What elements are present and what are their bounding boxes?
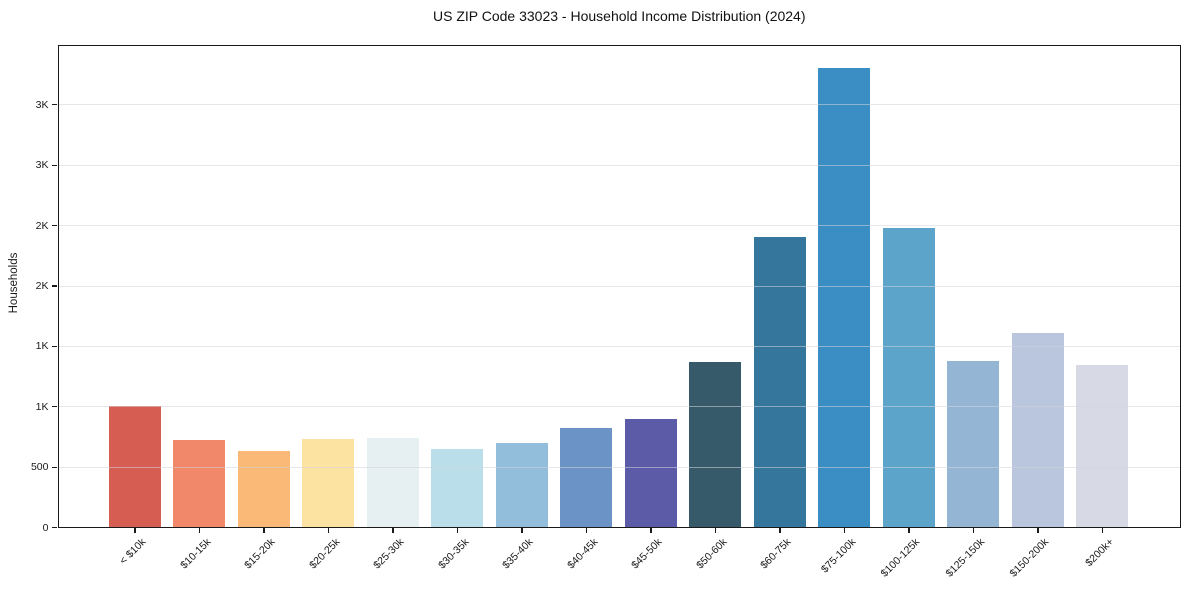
bar [366,437,419,527]
y-tick-label: 0 [42,521,49,534]
x-tick-label: $150-200k [1007,535,1052,580]
x-tick-label: $200k+ [1082,535,1116,569]
y-tick-mark [52,345,57,347]
x-tick-mark [650,527,652,533]
x-tick-mark [521,527,523,533]
x-tick-label: $125-150k [943,535,987,580]
bar [1076,365,1128,527]
x-tick-label: $75-100k [818,535,858,575]
x-tick-label: $45-50k [629,535,665,571]
x-tick-mark [263,527,265,533]
bar [173,440,225,527]
y-tick-mark [52,526,57,529]
y-tick-label: 1K [35,340,49,353]
bar [689,361,741,527]
x-tick-label: $35-40k [500,535,536,571]
x-tick-mark [392,527,394,533]
bar [947,361,999,527]
bar [560,428,612,527]
x-tick-label: $50-60k [693,535,729,571]
gridline [58,164,1180,166]
y-tick-label: 3K [35,159,49,172]
y-tick-mark [52,466,57,468]
x-tick-mark [1037,527,1039,533]
gridline [58,104,1180,106]
x-tick-mark [908,527,910,533]
x-tick-mark [714,527,717,533]
x-tick-mark [972,527,975,533]
gridline [58,345,1180,347]
bar [624,419,677,527]
x-tick-mark [779,527,781,533]
y-tick-mark [52,285,57,287]
x-tick-mark [134,527,136,533]
x-tick-label: $20-25k [306,535,342,571]
x-tick-mark [456,527,459,533]
bar [237,451,290,527]
bar [818,67,870,527]
bar [753,236,806,527]
y-tick-mark [52,104,57,106]
x-tick-mark [327,527,330,533]
chart-title: US ZIP Code 33023 - Household Income Dis… [433,8,806,24]
bar [302,438,354,527]
bar [1011,333,1064,527]
x-tick-mark [585,527,588,533]
bar [431,448,483,527]
plot-area [57,44,1181,528]
x-tick-label: < $10k [117,535,149,567]
y-tick-label: 1K [35,400,49,413]
gridline [58,466,1180,468]
bar [882,228,935,527]
y-tick-label: 500 [30,461,49,474]
y-tick-mark [52,406,57,408]
x-tick-mark [843,527,846,533]
bar [495,442,548,527]
x-tick-label: $100-125k [878,535,923,580]
gridline [58,225,1180,227]
bar [108,405,161,527]
y-tick-label: 2K [35,280,49,292]
x-tick-mark [198,527,201,533]
y-tick-label: 3K [35,98,49,111]
x-tick-label: $15-20k [242,535,278,571]
x-tick-mark [1101,527,1104,533]
y-tick-label: 2K [35,219,49,232]
gridline [58,285,1180,287]
y-tick-mark [52,225,57,227]
x-tick-label: $25-30k [371,535,407,571]
x-tick-label: $40-45k [564,535,600,571]
x-tick-label: $10-15k [177,535,213,571]
x-tick-label: $60-75k [758,535,794,571]
gridline [58,406,1180,408]
y-tick-mark [52,164,57,166]
x-tick-label: $30-35k [435,535,471,571]
